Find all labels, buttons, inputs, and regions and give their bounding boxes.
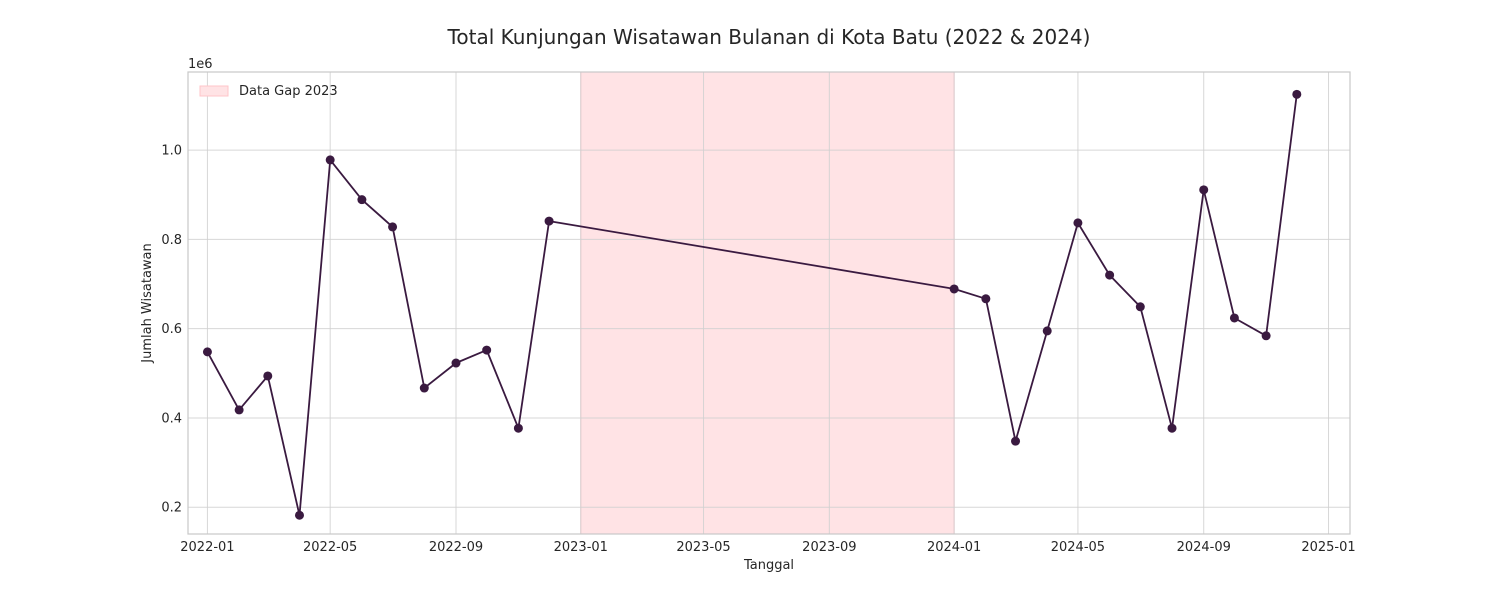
x-tick-label: 2025-01 <box>1301 540 1355 555</box>
data-point <box>1011 436 1021 446</box>
data-point <box>263 371 273 381</box>
x-tick-label: 2022-05 <box>303 540 357 555</box>
data-point <box>1199 185 1209 195</box>
data-point <box>513 423 523 433</box>
grid-layer <box>188 72 1350 534</box>
data-gap-region <box>580 71 955 535</box>
data-point <box>482 345 492 355</box>
data-point <box>325 155 335 165</box>
legend-swatch-data-gap <box>199 85 229 97</box>
data-point <box>1135 302 1145 312</box>
tick-label-layer: 2022-01 2022-05 2022-09 2023-01 2023-05 2023-… <box>161 144 1355 555</box>
x-tick-label: 2022-01 <box>180 540 234 555</box>
y-tick-label: 1.0 <box>161 144 182 159</box>
x-tick-label: 2022-09 <box>429 540 483 555</box>
y-tick-label: 0.2 <box>161 501 182 516</box>
x-tick-label: 2023-01 <box>554 540 608 555</box>
gap-region-layer <box>580 71 955 535</box>
data-point <box>388 222 398 232</box>
series-line <box>206 94 1298 517</box>
plot-frame <box>187 71 1351 535</box>
data-point <box>544 216 554 226</box>
x-tick-label: 2024-09 <box>1177 540 1231 555</box>
x-axis-label: Tanggal <box>743 558 794 573</box>
data-point <box>1073 218 1083 228</box>
data-point <box>294 510 304 520</box>
y-tick-label: 0.6 <box>161 322 182 337</box>
y-tick-label: 0.4 <box>161 411 182 426</box>
x-tick-label: 2024-01 <box>927 540 981 555</box>
data-point <box>1292 89 1302 99</box>
data-point <box>1167 423 1177 433</box>
data-point <box>234 405 244 415</box>
y-scale-note: 1e6 <box>188 57 213 72</box>
data-point <box>1261 331 1271 341</box>
legend: Data Gap 2023 <box>199 84 338 99</box>
data-point <box>1229 313 1239 323</box>
data-point <box>949 284 959 294</box>
x-tick-label: 2023-05 <box>676 540 730 555</box>
x-tick-label: 2023-09 <box>802 540 856 555</box>
chart-title: Total Kunjungan Wisatawan Bulanan di Kot… <box>447 25 1091 49</box>
data-point <box>419 383 429 393</box>
data-point <box>1042 326 1052 336</box>
x-tick-label: 2024-05 <box>1051 540 1105 555</box>
y-tick-label: 0.8 <box>161 233 182 248</box>
data-point <box>357 195 367 205</box>
y-axis-label: Jumlah Wisatawan <box>140 243 155 364</box>
legend-label-data-gap: Data Gap 2023 <box>239 84 338 99</box>
data-point <box>202 347 212 357</box>
data-point <box>981 294 991 304</box>
data-point <box>1105 270 1115 280</box>
series-layer <box>202 89 1302 520</box>
data-point <box>451 358 461 368</box>
